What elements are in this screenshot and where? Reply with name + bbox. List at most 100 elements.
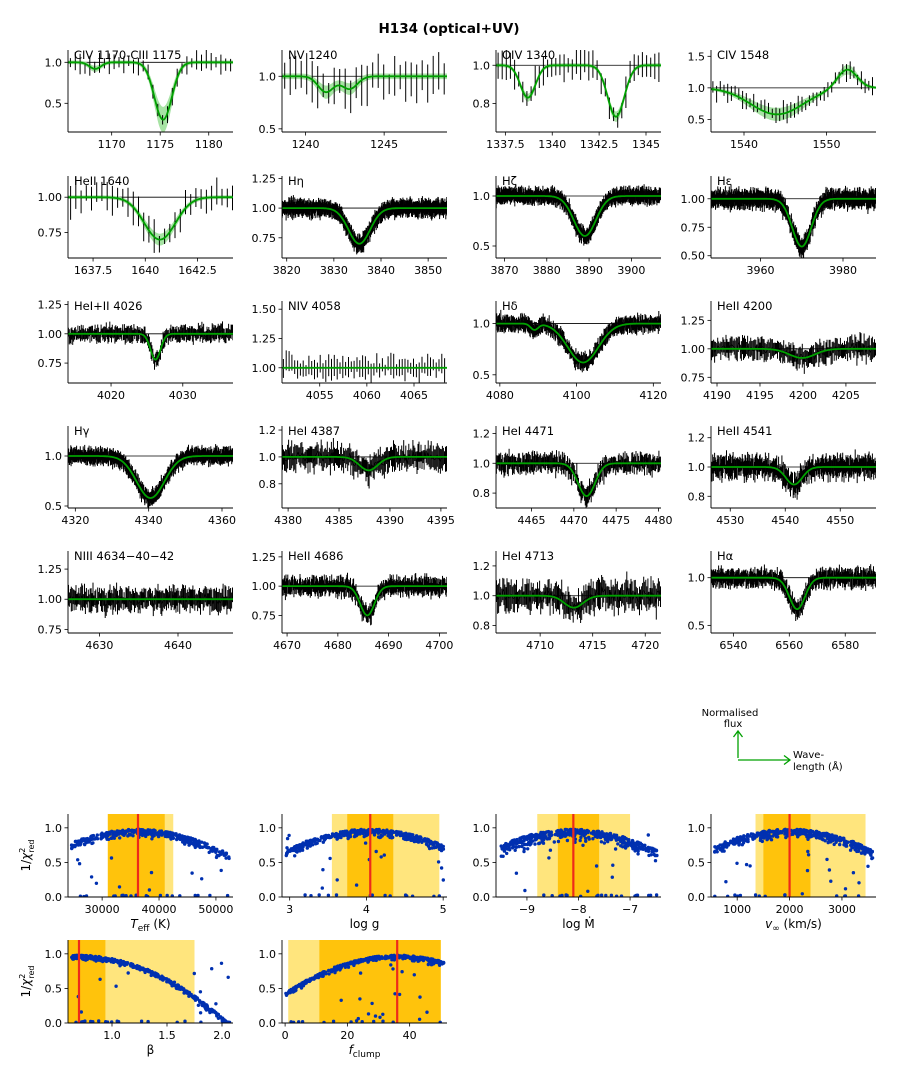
spec-hei-4713-label: HeI 4713 (502, 549, 554, 563)
spec-civ-1548-model-line (711, 68, 876, 116)
spec-niii-4634-ytick-label: 0.75 (38, 623, 63, 636)
spec-heii-4200-xtick-label: 4195 (746, 389, 774, 402)
spec-h-eta-label: Hη (288, 174, 304, 188)
spec-hei-4713-ytick-label: 0.8 (473, 620, 491, 633)
spec-h-epsilon-xtick-label: 3960 (747, 264, 775, 277)
spec-civ-1548-xtick-label: 1550 (813, 138, 841, 151)
spec-hei-heii-4026-model-line (68, 332, 233, 361)
spec-heii-4686-plot-area (282, 572, 447, 626)
spec-niv-4058: 4055 4060 4065 1.00 1.25 1.50 NIV 4058 (252, 299, 447, 402)
spec-nv-ytick-label: 0.5 (259, 123, 277, 136)
spec-heii-1640-xtick-label: 1642.5 (178, 264, 217, 277)
spec-oiv-xtick-label: 1342.5 (580, 138, 619, 151)
spec-hei-4387-model-line (282, 455, 447, 472)
fit-teff-fit-point (99, 832, 103, 837)
spec-hei-4387-xtick-label: 4380 (274, 514, 302, 527)
spec-heii-1640: 1637.5 1640 1642.5 0.75 1.00 HeII 1640 (38, 174, 233, 277)
spec-heii-4541-xtick-label: 4540 (771, 514, 799, 527)
spec-h-gamma: 4320 4340 4360 0.5 1.0 Hγ (45, 424, 237, 527)
spec-hei-4387-xtick-label: 4385 (325, 514, 353, 527)
spec-h-eta-xtick-label: 3850 (414, 264, 442, 277)
spec-hei-4713: 4710 4715 4720 0.8 1.0 1.2 HeI 4713 (473, 549, 661, 652)
fit-teff-fit-point (110, 836, 114, 840)
spec-nv-xtick-label: 1240 (292, 138, 320, 151)
spec-niii-4634-xtick-label: 4630 (85, 639, 113, 652)
spec-niv-4058-ytick-label: 1.50 (252, 303, 277, 316)
spec-h-alpha-xtick-label: 6580 (831, 639, 859, 652)
spec-heii-4541-xtick-label: 4530 (716, 514, 744, 527)
spec-heii-4686-xtick-label: 4690 (375, 639, 403, 652)
spec-h-eta-xtick-label: 3840 (367, 264, 395, 277)
spec-heii-4200-xtick-label: 4205 (832, 389, 860, 402)
spec-hei-4713-model-line (496, 594, 661, 609)
spec-oiv-ytick-label: 0.8 (473, 97, 491, 110)
spec-nv-plot-area (282, 52, 447, 114)
spec-h-alpha-xtick-label: 6560 (775, 639, 803, 652)
spec-niv-4058-xtick-label: 4060 (353, 389, 381, 402)
spec-heii-1640-ytick-label: 0.75 (38, 227, 63, 240)
spec-niv-4058-xtick-label: 4065 (400, 389, 428, 402)
fit-teff-fit-point (208, 893, 212, 897)
spec-hei-4387-ytick-label: 1.2 (259, 424, 277, 437)
spec-heii-1640-plot-area (68, 176, 233, 253)
spec-civ-ciii-label: CIV 1170-CIII 1175 (74, 48, 182, 62)
spec-heii-4541-ytick-label: 1.2 (688, 432, 706, 445)
spec-h-alpha-label: Hα (717, 549, 734, 563)
spec-niii-4634-xtick-label: 4640 (164, 639, 192, 652)
spec-heii-4200-ytick-label: 1.00 (681, 343, 706, 356)
spec-heii-4200-model-line (711, 347, 876, 359)
fit-teff-fit-point (217, 853, 221, 858)
spec-civ-1548-model-band (711, 64, 876, 121)
spec-h-delta-xtick-label: 4080 (486, 389, 514, 402)
spec-hei-heii-4026-xtick-label: 4020 (97, 389, 125, 402)
spec-niii-4634-ytick-label: 1.25 (38, 563, 63, 576)
spec-h-eta-model-line (282, 207, 447, 245)
spec-hei-4387-observed (282, 449, 447, 477)
spec-h-epsilon-ytick-label: 0.75 (681, 221, 706, 234)
spec-h-eta-ytick-label: 0.75 (252, 232, 277, 245)
spec-hei-4387-label: HeI 4387 (288, 424, 340, 438)
spec-heii-4686-xtick-label: 4670 (273, 639, 301, 652)
spec-hei-heii-4026-xtick-label: 4030 (169, 389, 197, 402)
spec-h-alpha-ytick-label: 0.5 (688, 619, 706, 632)
spec-h-gamma-xtick-label: 4360 (208, 514, 236, 527)
spec-heii-1640-ytick-label: 1.00 (38, 191, 63, 204)
spec-h-gamma-model-line (68, 455, 233, 499)
spec-civ-1548-label: CIV 1548 (717, 48, 769, 62)
spec-heii-4200-xtick-label: 4190 (703, 389, 731, 402)
spec-heii-4686-ytick-label: 0.75 (252, 609, 277, 622)
spec-hei-heii-4026: 4020 4030 0.75 1.00 1.25 HeI+II 4026 (38, 299, 233, 402)
spec-h-delta-ytick-label: 0.5 (473, 369, 491, 382)
fit-teff-fit-point (118, 836, 122, 840)
spec-heii-4686-ytick-label: 1.25 (252, 551, 277, 564)
spec-hei-4471-ytick-label: 1.2 (473, 427, 491, 440)
spec-h-eta: 3820 3830 3840 3850 0.75 1.00 1.25 Hη (252, 172, 447, 277)
spec-h-epsilon-ytick-label: 0.50 (681, 250, 706, 263)
spec-h-epsilon-xtick-label: 3980 (829, 264, 857, 277)
spec-hei-4713-xtick-label: 4710 (526, 639, 554, 652)
spec-niv-4058-label: NIV 4058 (288, 299, 341, 313)
spec-h-zeta: 3870 3880 3890 3900 0.5 1.0 Hζ (473, 174, 661, 277)
spec-h-eta-plot-area (282, 195, 447, 255)
spec-hei-4387-plot-area (282, 438, 447, 489)
spec-nv: 1240 1245 0.5 1.0 NV 1240 (259, 48, 447, 151)
spec-h-epsilon: 3960 3980 0.50 0.75 1.00 Hε (681, 174, 876, 277)
spec-nv-xtick-label: 1245 (370, 138, 398, 151)
spec-nv-label: NV 1240 (288, 48, 337, 62)
spec-hei-4471-label: HeI 4471 (502, 424, 554, 438)
spec-heii-4541: 4530 4540 4550 0.8 1.0 1.2 HeII 4541 (688, 424, 876, 527)
spec-niv-4058-xtick-label: 4055 (306, 389, 334, 402)
spec-hei-heii-4026-ytick-label: 0.75 (38, 357, 63, 370)
spec-heii-4686-xtick-label: 4680 (324, 639, 352, 652)
spec-hei-4387-ytick-label: 0.8 (259, 478, 277, 491)
spec-h-zeta-model-line (496, 195, 661, 237)
spec-h-zeta-plot-area (496, 183, 661, 246)
spec-oiv-xtick-label: 1337.5 (486, 138, 525, 151)
spec-hei-4471-ytick-label: 0.8 (473, 487, 491, 500)
spec-h-zeta-ytick-label: 1.0 (473, 190, 491, 203)
spec-hei-4713-xtick-label: 4720 (631, 639, 659, 652)
spec-heii-4686-label: HeII 4686 (288, 549, 343, 563)
spec-h-eta-xtick-label: 3820 (273, 264, 301, 277)
spec-heii-4686: 4670 4680 4690 4700 0.75 1.00 1.25 HeII 4686 (252, 549, 454, 652)
